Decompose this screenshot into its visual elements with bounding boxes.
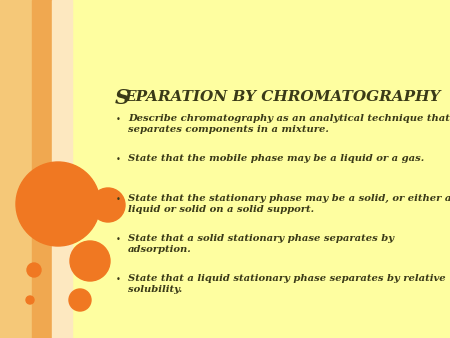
Circle shape: [91, 188, 125, 222]
Circle shape: [70, 241, 110, 281]
Text: Describe chromatography as an analytical technique that
separates components in : Describe chromatography as an analytical…: [128, 114, 450, 135]
Text: •: •: [116, 155, 121, 164]
Text: State that the stationary phase may be a solid, or either a
liquid or solid on a: State that the stationary phase may be a…: [128, 194, 450, 215]
Bar: [0, 0, 32, 338]
Text: State that a liquid stationary phase separates by relative
solubility.: State that a liquid stationary phase sep…: [128, 274, 446, 294]
Bar: [32, 0, 52, 338]
Circle shape: [27, 263, 41, 277]
Circle shape: [69, 289, 91, 311]
Text: S: S: [115, 88, 130, 108]
Text: •: •: [116, 275, 121, 284]
Text: •: •: [116, 235, 121, 244]
Text: •: •: [116, 115, 121, 124]
Text: EPARATION BY CHROMATOGRAPHY: EPARATION BY CHROMATOGRAPHY: [124, 90, 441, 104]
Bar: [52, 0, 72, 338]
Text: State that the mobile phase may be a liquid or a gas.: State that the mobile phase may be a liq…: [128, 154, 424, 163]
Circle shape: [16, 162, 100, 246]
Text: •: •: [116, 195, 121, 204]
Text: State that a solid stationary phase separates by
adsorption.: State that a solid stationary phase sepa…: [128, 234, 394, 255]
Circle shape: [26, 296, 34, 304]
